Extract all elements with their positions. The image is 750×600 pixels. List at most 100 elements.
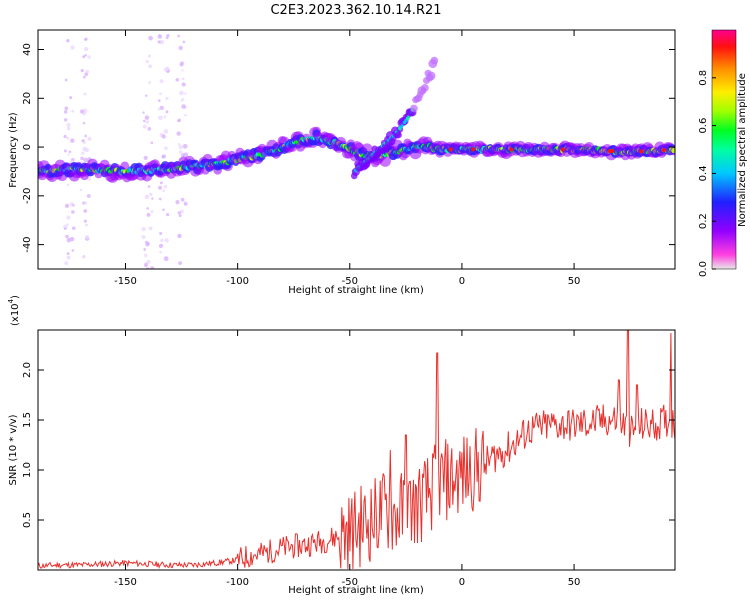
y-tick-label: 40	[22, 43, 33, 56]
spectrogram-max-cell	[471, 147, 476, 152]
spectrogram-y-ticks: -40 -20 0 20 40	[22, 43, 675, 253]
spectrogram-streak-cell	[177, 34, 181, 38]
spectrogram-streak-cell	[177, 143, 181, 146]
spectrogram-streak-cell	[181, 104, 186, 109]
spectrogram-streak-cell	[79, 188, 83, 192]
spectrogram-streak-cell	[63, 149, 67, 153]
spectrogram-streak-cell	[67, 153, 70, 156]
spectrogram-streak-cell	[163, 115, 167, 119]
spectrogram-streak-cell	[82, 201, 86, 205]
spectrogram-streak-cell	[184, 92, 187, 95]
spectrogram-streak-cell	[184, 113, 187, 117]
spectrogram-streak-cell	[178, 214, 182, 218]
spectrogram-peak-cell	[671, 148, 675, 154]
x-tick-label: -100	[226, 276, 249, 287]
spectrogram-streak-cell	[157, 107, 161, 111]
spectrogram-streak-cell	[64, 106, 69, 111]
svg-text:(x104): (x104)	[7, 295, 21, 326]
spectrogram-streak-cell	[82, 146, 87, 152]
spectrogram-streak-cell	[66, 252, 70, 256]
snr-y-axis-label: SNR (10 * v/v)	[8, 414, 19, 485]
spectrogram-streak-cell	[181, 82, 186, 87]
spectrogram-streak-cell	[83, 209, 88, 213]
spectrogram-streak-cell	[63, 110, 68, 114]
spectrogram-streak-cell	[163, 184, 168, 189]
spectrogram-max-cell	[639, 149, 644, 154]
spectrogram-streak-cell	[166, 33, 170, 37]
spectrogram-streak-cell	[164, 238, 169, 243]
spectrogram-max-cell	[448, 147, 453, 152]
x-tick-label: -100	[226, 577, 249, 588]
snr-x-axis-label: Height of straight line (km)	[288, 585, 424, 596]
spectrogram-streak-cell	[179, 90, 184, 96]
spectrogram-panel: -150 -100 -50 0 50 -40 -20 0 20 40 Height of str…	[8, 29, 676, 296]
spectrogram-streak-cell	[69, 236, 75, 242]
spectrogram-streak-cell	[150, 141, 154, 145]
spectrogram-branch-cell	[410, 104, 418, 113]
spectrogram-streak-cell	[71, 249, 75, 252]
spectrogram-streak-cell	[144, 264, 147, 268]
spectrogram-streak-cell	[145, 120, 150, 124]
spectrogram-streak-cell	[148, 35, 153, 41]
spectrogram-streak-cell	[143, 119, 146, 123]
snr-series-line	[38, 330, 675, 570]
spectrogram-streak-cell	[147, 54, 152, 58]
spectrogram-streak-cell	[178, 45, 183, 51]
spectrogram-max-cell	[560, 147, 565, 152]
spectrogram-streak-cell	[63, 134, 67, 139]
spectrogram-streak-cell	[175, 200, 180, 205]
spectrogram-streak-cell	[143, 248, 147, 251]
y-tick-label: -40	[22, 236, 33, 252]
spectrogram-streak-cell	[66, 223, 69, 226]
spectrogram-streak-cell	[66, 38, 70, 43]
spectrogram-streak-cell	[85, 223, 88, 227]
spectrogram-streak-cell	[176, 131, 181, 136]
spectrogram-streak-cell	[81, 151, 85, 155]
spectrogram-streak-cell	[158, 115, 163, 121]
spectrogram-streak-cell	[146, 207, 149, 210]
spectrogram-streak-cell	[157, 34, 163, 39]
spectrogram-streak-cell	[178, 144, 183, 150]
spectrogram-streak-cell	[146, 212, 151, 217]
spectrogram-streak-cell	[175, 78, 180, 82]
spectrogram-streak-cell	[84, 37, 88, 41]
spectrogram-streak-cell	[83, 219, 87, 223]
spectrogram-branch-cell	[430, 56, 439, 65]
spectrogram-streak-cell	[160, 238, 164, 243]
spectrogram-streak-cell	[72, 226, 76, 231]
spectrogram-streak-cell	[64, 118, 68, 122]
spectrogram-streak-cell	[68, 150, 72, 154]
spectrogram-streak-cell	[148, 192, 153, 197]
colorbar: 0.0 0.2 0.4 0.6 0.8 Normalized spectral ampl…	[698, 29, 748, 277]
y-tick-label: -20	[22, 188, 33, 204]
spectrogram-streak-cell	[183, 152, 189, 158]
spectrogram-streak-cell	[177, 234, 182, 239]
spectrogram-streak-cell	[145, 94, 148, 97]
chart-title: C2E3.2023.362.10.14.R21	[270, 3, 441, 18]
spectrogram-max-cell	[661, 148, 666, 153]
x-tick-label: 0	[459, 276, 465, 287]
spectrogram-streak-cell	[181, 97, 185, 101]
spectrogram-streak-cell	[80, 68, 84, 73]
y-tick-label: 1.5	[22, 412, 33, 428]
spectrogram-streak-cell	[87, 55, 91, 59]
spectrogram-streak-cell	[180, 197, 185, 202]
spectrogram-streak-cell	[159, 250, 162, 254]
spectrogram-streak-cell	[82, 121, 86, 125]
spectrogram-streak-cell	[142, 111, 145, 114]
spectrogram-streak-cell	[163, 256, 169, 262]
colorbar-tick-label: 0.4	[698, 165, 709, 181]
spectrogram-streak-cell	[183, 202, 188, 206]
colorbar-tick-label: 0.2	[698, 213, 709, 229]
spectrogram-streak-cell	[145, 60, 149, 64]
spectrogram-streak-cell	[164, 146, 168, 151]
spectrogram-branch-cell	[421, 83, 429, 92]
spectrogram-streak-cell	[159, 231, 163, 236]
spectrogram-streak-cell	[66, 136, 70, 140]
spectrogram-streak-cell	[165, 110, 169, 114]
spectrogram-streak-cell	[72, 204, 75, 207]
spectrogram-branch-peak	[405, 116, 410, 121]
spectrogram-streak-cell	[63, 227, 67, 230]
snr-multiplier-base: (x10	[10, 303, 21, 326]
